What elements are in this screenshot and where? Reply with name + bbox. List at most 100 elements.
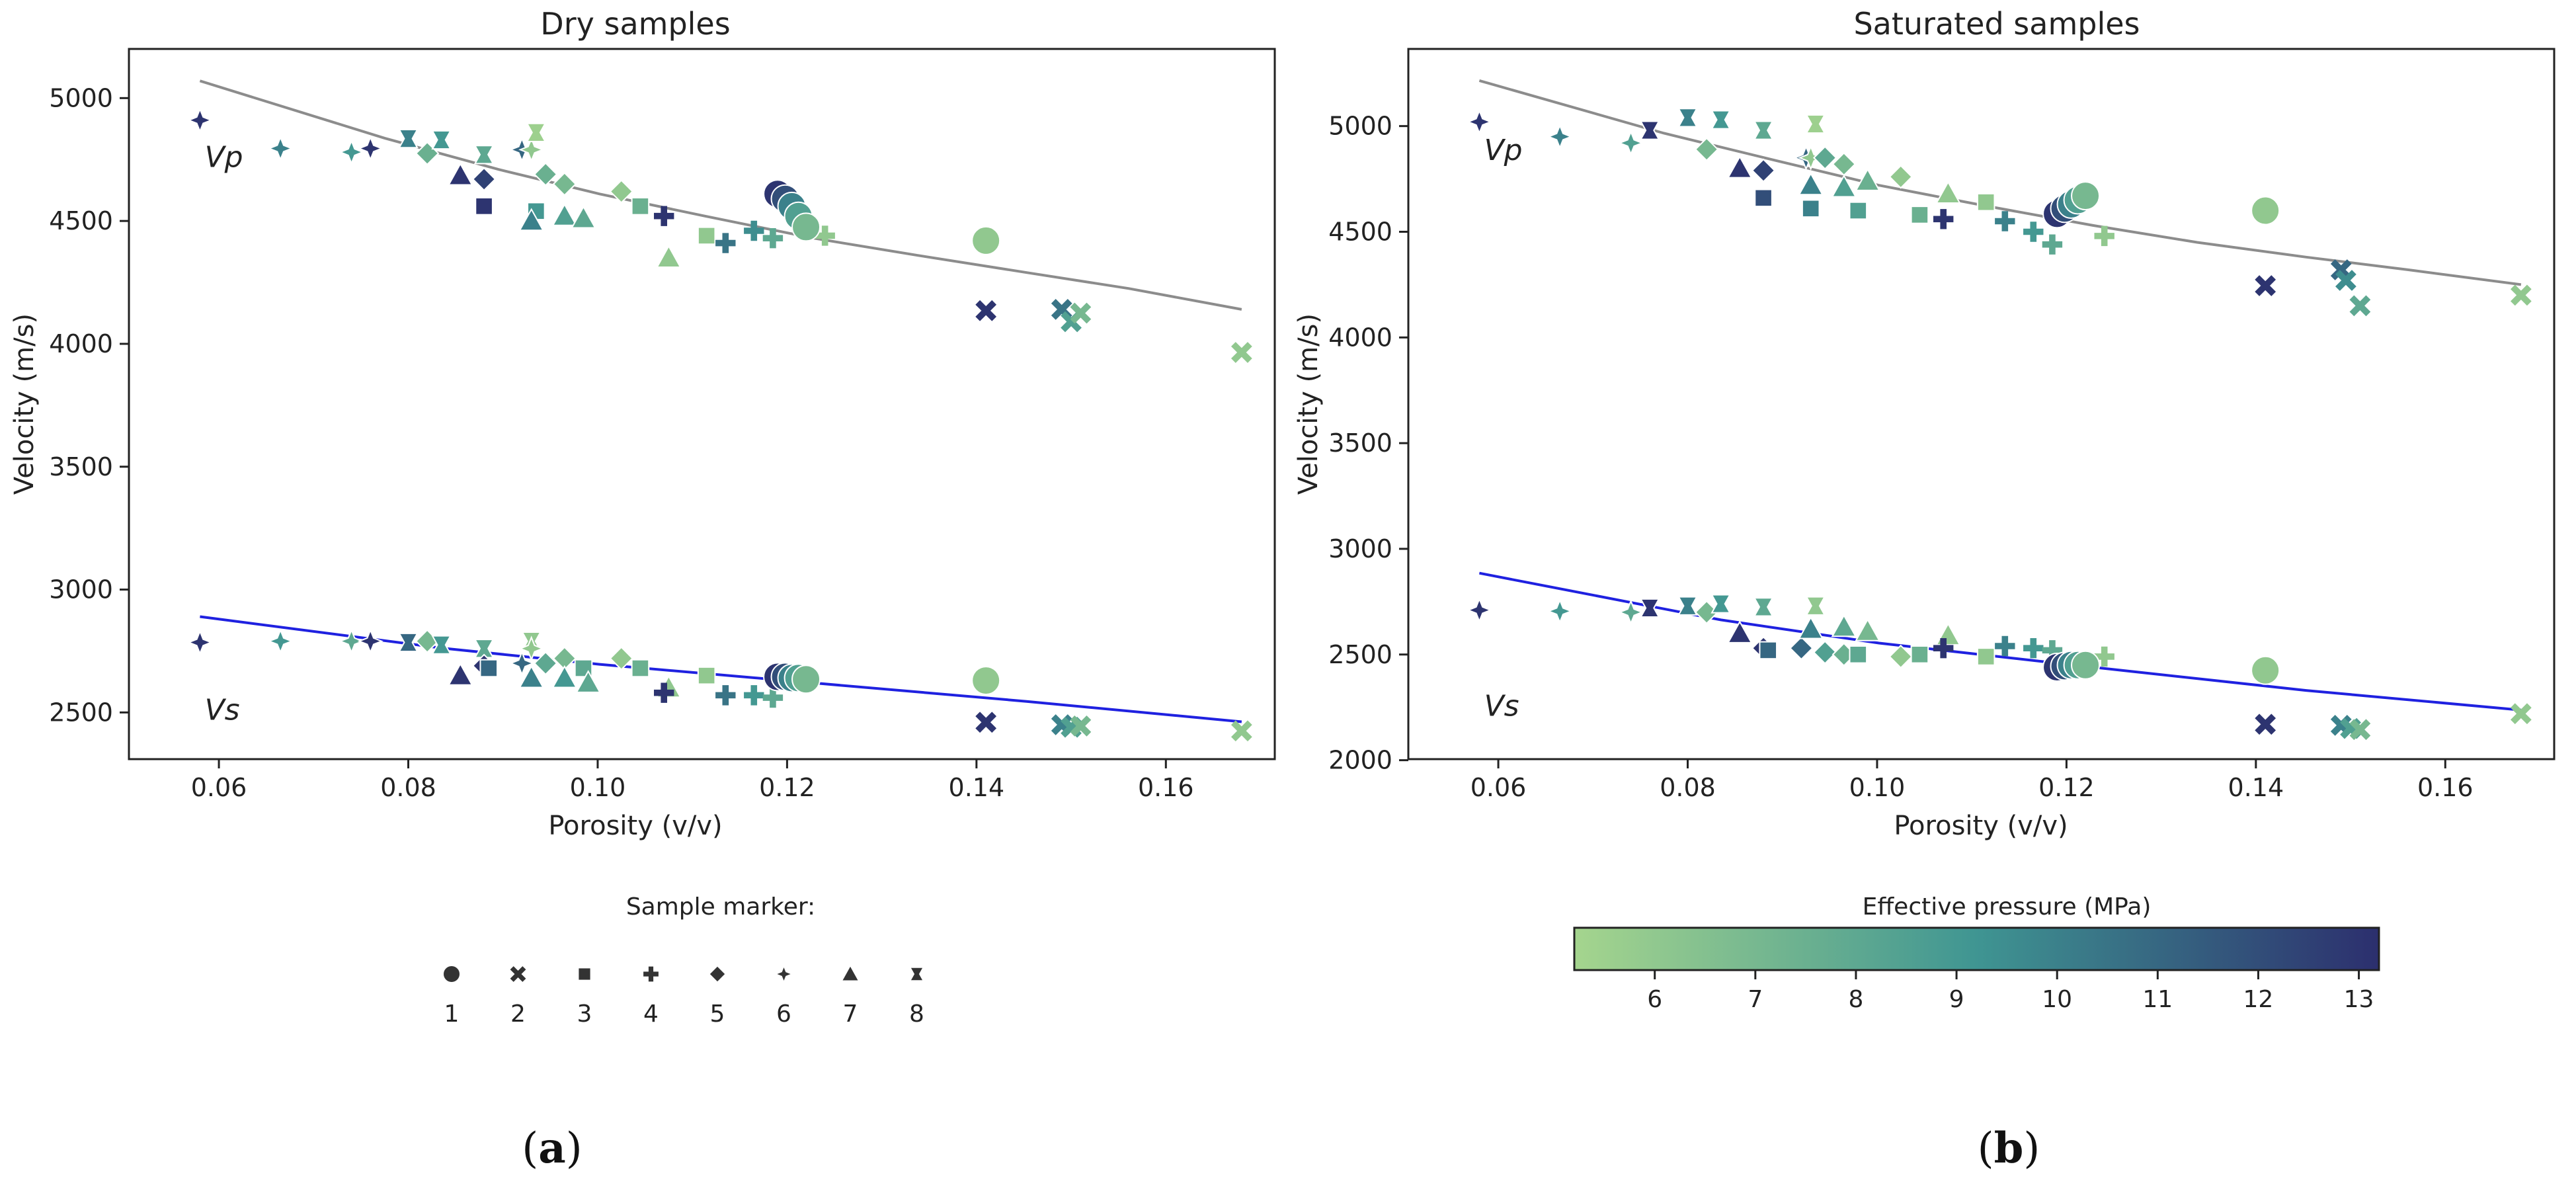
vs-point-sample-8: [398, 632, 419, 653]
vp-point-sample-7: [1855, 168, 1880, 191]
legend-title: Sample marker:: [626, 893, 815, 920]
y-tick-label: 2000: [1328, 746, 1392, 775]
vp-point-sample-6: [339, 139, 365, 165]
vp-point-sample-7: [1831, 174, 1857, 198]
chart-title-saturated: Saturated samples: [1853, 6, 2140, 42]
y-tick-label: 2500: [1328, 640, 1392, 669]
vs-point-sample-6: [186, 629, 213, 655]
vs-point-sample-7: [551, 665, 578, 688]
vp-point-sample-7: [1798, 172, 1824, 196]
series-annotation-vp: Vp: [205, 140, 243, 174]
vp-point-sample-5: [1751, 158, 1776, 183]
vs-point-sample-1: [2251, 655, 2280, 685]
vs-point-sample-2: [2349, 719, 2371, 741]
vp-point-sample-7: [656, 245, 682, 268]
vp-point-sample-8: [473, 145, 495, 165]
fit-curves-saturated: [1478, 79, 2522, 712]
vp-point-sample-1: [791, 212, 821, 242]
vs-point-sample-4: [744, 685, 764, 706]
y-tick-label: 5000: [1328, 112, 1392, 141]
vp-point-sample-5: [609, 179, 633, 204]
y-tick-label: 4500: [1328, 217, 1392, 246]
vp-fit-curve: [1478, 79, 2522, 286]
vs-point-sample-6: [267, 628, 294, 655]
vs-point-sample-2: [1230, 720, 1252, 742]
vs-point-sample-4: [1933, 637, 1954, 659]
vp-point-sample-7: [1726, 155, 1753, 179]
x-tick-label: 0.12: [2038, 773, 2095, 802]
vp-point-sample-7: [571, 205, 596, 229]
x-tick-label: 0.08: [380, 773, 436, 802]
vs-point-sample-2: [1070, 715, 1092, 737]
vs-point-sample-2: [2255, 714, 2276, 735]
legend-label: 5: [710, 1001, 725, 1028]
y-axis-label-saturated: Velocity (m/s): [1293, 313, 1324, 495]
vp-point-sample-2: [1070, 302, 1092, 324]
plot-frame-dry: [128, 48, 1276, 760]
vp-point-sample-4: [2094, 225, 2114, 247]
vs-point-sample-5: [1888, 644, 1913, 669]
y-tick-label: 4500: [49, 206, 113, 235]
vs-point-sample-7: [1831, 614, 1857, 637]
vs-point-sample-3: [574, 659, 593, 678]
vs-point-sample-8: [431, 635, 452, 655]
vp-point-sample-2: [2335, 270, 2356, 291]
y-tick-label: 4000: [49, 329, 113, 358]
series-annotation-vs: Vs: [205, 694, 240, 727]
colorbar-tick-label: 13: [2344, 986, 2374, 1013]
vs-point-sample-4: [2094, 646, 2114, 667]
vp-point-sample-8: [1753, 120, 1774, 140]
vs-point-sample-2: [2510, 703, 2532, 725]
legend-label: 1: [444, 1001, 460, 1028]
panel-label-a: (a): [522, 1124, 582, 1173]
y-tick-label: 3500: [49, 452, 113, 481]
vs-point-sample-5: [1789, 635, 1814, 661]
vp-point-sample-6: [1466, 108, 1492, 135]
vp-point-sample-1: [971, 225, 1001, 255]
vs-point-sample-8: [1711, 594, 1731, 614]
x-tick-label: 0.14: [949, 773, 1005, 802]
vp-point-sample-3: [1801, 199, 1820, 218]
vp-point-sample-5: [1694, 137, 1719, 162]
vs-point-sample-4: [2023, 637, 2044, 659]
panel-label-b: (b): [1978, 1124, 2040, 1173]
y-axis-label-dry: Velocity (m/s): [9, 313, 40, 495]
x-tick-label: 0.08: [1660, 773, 1716, 802]
vp-point-sample-5: [1888, 165, 1913, 189]
vp-point-sample-4: [654, 206, 674, 226]
vp-point-sample-3: [475, 197, 493, 216]
vp-point-sample-4: [2042, 234, 2063, 255]
vp-point-sample-7: [518, 208, 544, 231]
vs-point-sample-8: [473, 639, 495, 659]
legend-marker-circle-icon: [442, 965, 461, 983]
vs-point-sample-7: [447, 662, 473, 686]
y-tick-label: 2500: [49, 698, 113, 727]
vp-point-sample-3: [1754, 188, 1773, 208]
vs-point-sample-3: [1910, 645, 1929, 664]
vp-point-sample-5: [1812, 145, 1837, 170]
vp-point-sample-3: [1910, 206, 1929, 224]
vs-point-sample-6: [508, 650, 535, 676]
x-axis-label-saturated: Porosity (v/v): [1894, 811, 2068, 841]
x-tick-label: 0.16: [2417, 773, 2474, 802]
vp-point-sample-8: [398, 129, 419, 149]
vp-point-sample-2: [2510, 284, 2532, 306]
vs-point-sample-4: [762, 687, 784, 708]
vp-point-sample-6: [186, 107, 213, 134]
colorbar-tick-label: 9: [1949, 986, 1964, 1013]
fit-curves-dry: [199, 79, 1242, 723]
vp-point-sample-6: [357, 136, 383, 162]
vp-point-sample-7: [447, 162, 473, 186]
vs-point-sample-7: [1726, 620, 1753, 643]
vs-point-sample-8: [1639, 598, 1660, 618]
legend-label: 8: [909, 1001, 924, 1028]
vs-point-sample-4: [1995, 635, 2015, 657]
vp-point-sample-4: [1933, 209, 1954, 229]
colorbar-tick-label: 10: [2042, 986, 2072, 1013]
vs-point-sample-1: [2071, 650, 2101, 680]
legend-marker-star4-icon: [774, 963, 794, 985]
scatter-points-saturated: [1466, 108, 2532, 741]
vs-point-sample-7: [518, 665, 544, 688]
vs-point-sample-6: [1618, 599, 1644, 626]
legend-label: 7: [843, 1001, 858, 1028]
